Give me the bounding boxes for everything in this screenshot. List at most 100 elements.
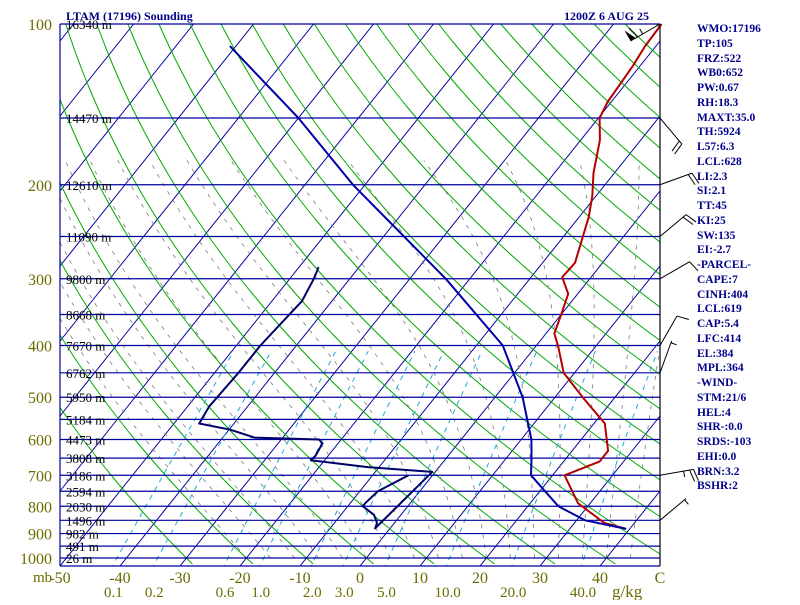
- wind-barb: [660, 215, 696, 237]
- mixing-ratio-line: [342, 351, 444, 569]
- height-label: 2030 m: [66, 499, 105, 514]
- sounding-index: SHR-:0.0: [697, 420, 797, 435]
- sounding-index: KI:25: [697, 214, 797, 229]
- sounding-index: MAXT:35.0: [697, 111, 797, 126]
- isotherm-line: [0, 24, 14, 566]
- height-label: 11090 m: [66, 229, 111, 244]
- pressure-tick-label: 500: [28, 390, 52, 407]
- moist-adiabat-line: [118, 160, 391, 558]
- mixing-ratio-tick-label: 2.0: [303, 585, 322, 600]
- mixing-ratio-tick-label: 1.0: [251, 585, 270, 600]
- sounding-index: EI:-2.7: [697, 243, 797, 258]
- height-label: 7670 m: [66, 339, 105, 354]
- wind-barb: [660, 173, 699, 185]
- moist-adiabat-line: [23, 160, 295, 558]
- pressure-tick-label: 900: [28, 527, 52, 544]
- height-label: 9800 m: [66, 272, 105, 287]
- moist-adiabat-line: [231, 160, 462, 558]
- moist-adiabat-line: [187, 160, 438, 558]
- sounding-index: LFC:414: [697, 332, 797, 347]
- wind-barb: [660, 316, 689, 345]
- wind-barbs: [625, 24, 699, 566]
- sounding-index: -PARCEL-: [697, 258, 797, 273]
- sounding-index: TT:45: [697, 199, 797, 214]
- pressure-tick-label: 400: [28, 339, 52, 356]
- height-label: 3186 m: [66, 468, 105, 483]
- temperature-tick-label: 10: [412, 570, 428, 587]
- sounding-index: CAPE:7: [697, 273, 797, 288]
- dry-adiabat-line: [159, 24, 676, 564]
- sounding-index: STM:21/6: [697, 391, 797, 406]
- mixing-ratio-tick-label: 0.6: [216, 585, 235, 600]
- sounding-index: -WIND-: [697, 376, 797, 391]
- sounding-index: L57:6.3: [697, 140, 797, 155]
- height-label: 2594 m: [66, 484, 105, 499]
- sounding-index: TH:5924: [697, 125, 797, 140]
- sounding-index: LCL:628: [697, 155, 797, 170]
- height-label: 8668 m: [66, 308, 105, 323]
- mixing-ratio-tick-label: 0.2: [145, 585, 164, 600]
- mixing-ratio-line: [580, 351, 657, 569]
- sounding-index: WB0:652: [697, 66, 797, 81]
- moist-adiabat-line: [606, 160, 639, 558]
- sounding-index: EHI:0.0: [697, 450, 797, 465]
- pressure-tick-label: 300: [28, 272, 52, 289]
- moist-adiabat-line: [65, 160, 342, 558]
- dry-adiabat-line: [190, 24, 736, 564]
- sounding-index: BRN:3.2: [697, 465, 797, 480]
- wind-barb: [660, 118, 682, 154]
- pressure-tick-label: 600: [28, 433, 52, 450]
- height-label: 12610 m: [66, 178, 112, 193]
- mixing-ratio-tick-label: 10.0: [435, 585, 461, 600]
- mixing-ratio-tick-label: 20.0: [500, 585, 526, 600]
- height-label: 14470 m: [66, 111, 112, 126]
- wind-barb: [660, 469, 699, 481]
- mixing-ratio-line: [152, 351, 272, 569]
- sounding-index: TP:105: [697, 37, 797, 52]
- chart-datetime: 1200Z 6 AUG 25: [564, 9, 649, 23]
- dry-adiabat-lines: [0, 24, 800, 564]
- mixing-ratio-line: [111, 351, 234, 569]
- mixing-ratio-unit-label: g/kg: [612, 582, 643, 600]
- isotherm-lines: [0, 24, 800, 566]
- sounding-index: SRDS:-103: [697, 435, 797, 450]
- isotherm-line: [0, 24, 374, 566]
- sounding-index: CAP:5.4: [697, 317, 797, 332]
- isotherm-line: [180, 24, 614, 566]
- wind-barb: [660, 341, 677, 373]
- sounding-index: CINH:404: [697, 288, 797, 303]
- pressure-unit-label: mb: [33, 570, 52, 586]
- temperature-tick-label: -50: [49, 570, 70, 587]
- mixing-ratio-tick-label: 3.0: [335, 585, 354, 600]
- temperature-tick-label: 30: [532, 570, 548, 587]
- pressure-tick-label: 100: [28, 17, 52, 34]
- isotherm-line: [60, 24, 494, 566]
- sounding-index: LCL:619: [697, 302, 797, 317]
- wind-barb: [660, 498, 688, 520]
- wind-barb: [660, 262, 698, 279]
- sounding-index: BSHR:2: [697, 479, 797, 494]
- height-label: 26 m: [66, 551, 92, 566]
- isotherm-line: [300, 24, 734, 566]
- sounding-index: SI:2.1: [697, 184, 797, 199]
- height-label: 3808 m: [66, 451, 105, 466]
- temperature-tick-label: -30: [169, 570, 190, 587]
- sounding-index: WMO:17196: [697, 22, 797, 37]
- sounding-index: MPL:364: [697, 361, 797, 376]
- pressure-tick-label: 1000: [20, 551, 52, 568]
- temperature-tick-label: C: [655, 570, 666, 587]
- height-label: 6762 m: [66, 366, 105, 381]
- mixing-ratio-tick-label: 0.1: [104, 585, 123, 600]
- sounding-index: PW:0.67: [697, 81, 797, 96]
- temperature-tick-label: 20: [472, 570, 488, 587]
- height-label: 5184 m: [66, 412, 105, 427]
- mixing-ratio-tick-label: 40.0: [570, 585, 596, 600]
- sounding-index: SW:135: [697, 229, 797, 244]
- moist-adiabat-line: [284, 160, 486, 558]
- sounding-index: FRZ:522: [697, 52, 797, 67]
- pressure-tick-label: 200: [28, 178, 52, 195]
- moist-adiabat-line: [348, 160, 511, 558]
